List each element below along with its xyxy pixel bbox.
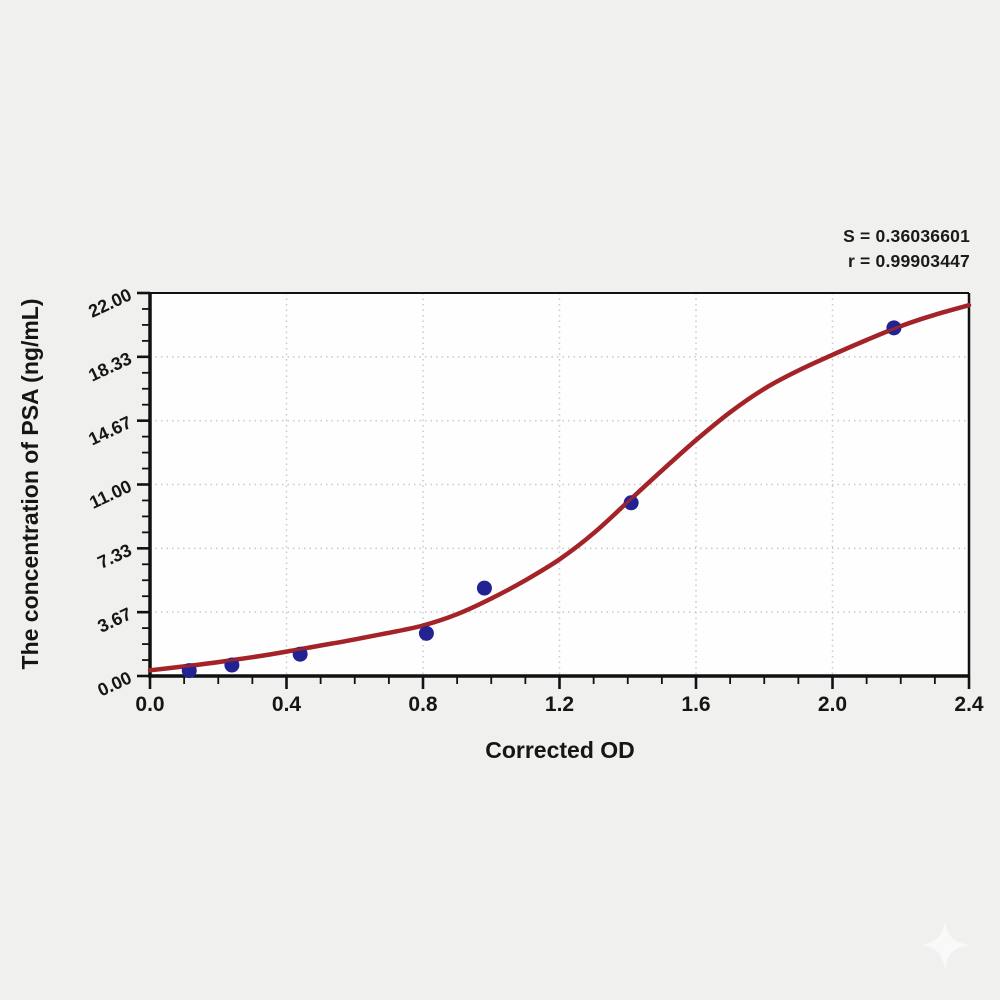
fit-annotation: S = 0.36036601 r = 0.99903447 [843,224,970,274]
data-point [476,580,492,596]
x-tick-label: 0.8 [408,693,438,716]
sparkle-watermark-icon [918,918,972,972]
x-tick-label: 0.4 [272,693,302,716]
y-tick-label: 7.33 [94,540,134,573]
data-point [418,625,434,641]
y-tick-label: 14.67 [85,412,134,449]
fit-curve-overlay [149,303,970,672]
x-tick-label: 1.6 [681,693,710,716]
y-tick-label: 18.33 [85,348,134,385]
y-tick-label: 11.00 [86,476,134,513]
x-tick-label: 0.0 [135,693,164,716]
x-tick-label: 2.0 [818,693,847,716]
y-axis-title: The concentration of PSA (ng/mL) [17,299,43,670]
data-point [623,495,639,511]
y-tick-label: 3.67 [94,604,134,637]
x-tick-label: 2.4 [954,693,984,716]
fit-s-value: S = 0.36036601 [843,226,970,246]
x-axis-title: Corrected OD [485,737,635,763]
fit-r-value: r = 0.99903447 [847,251,970,271]
y-tick-label: 0.00 [94,667,134,700]
y-tick-label: 22.00 [85,284,134,321]
x-tick-label: 1.2 [545,693,574,716]
